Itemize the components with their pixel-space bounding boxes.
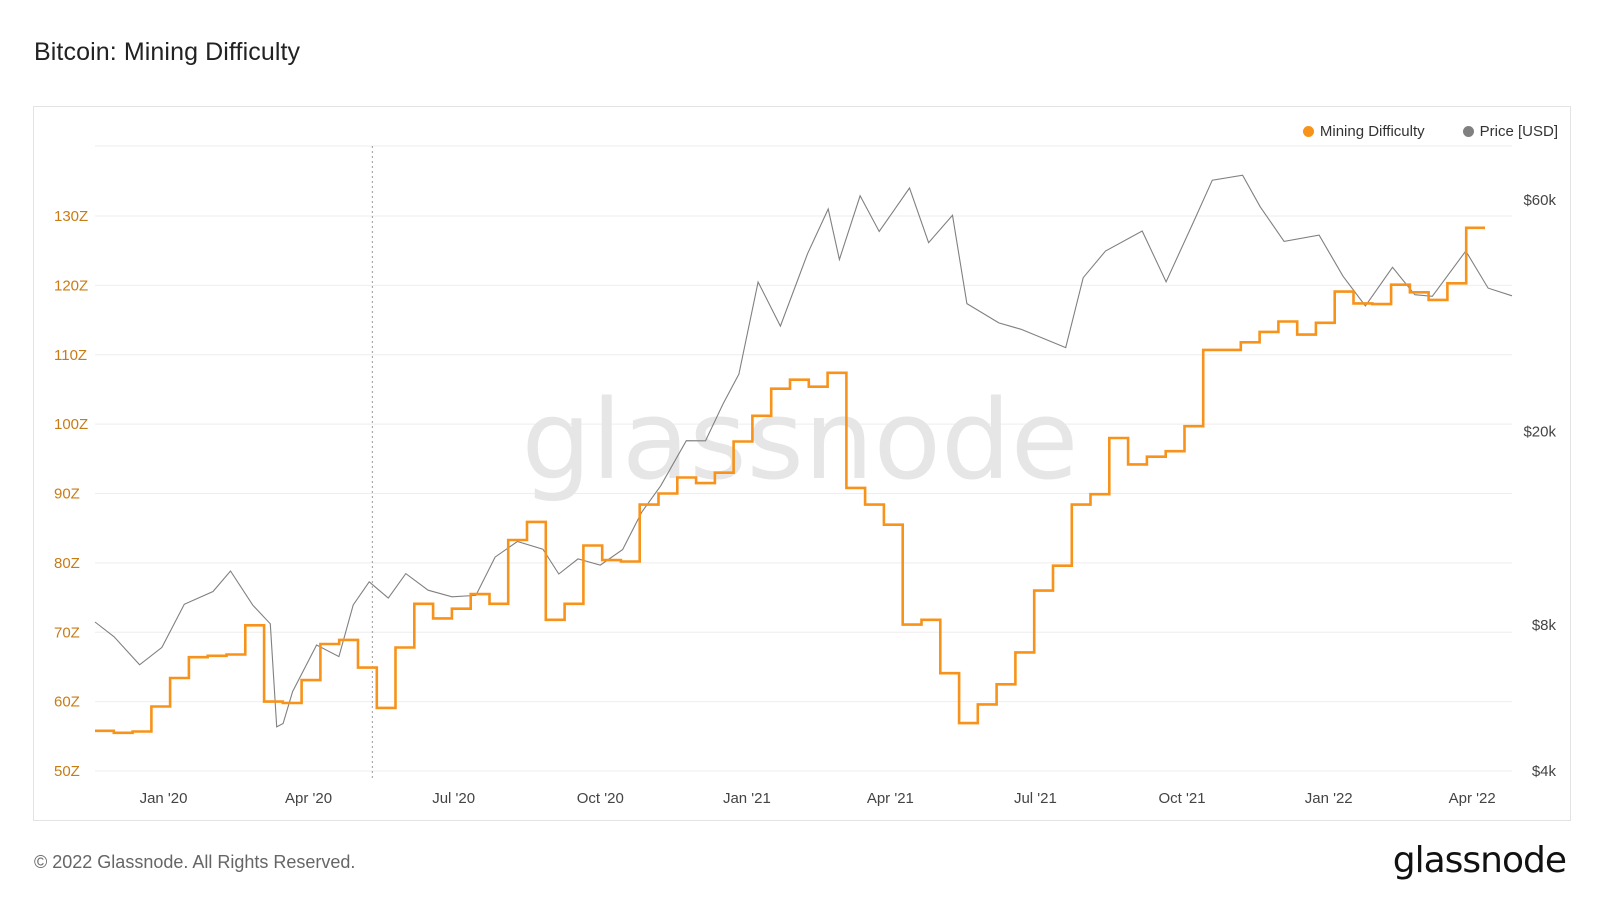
- watermark-text: glassnode: [522, 376, 1079, 504]
- right-axis-tick-label: $60k: [1523, 192, 1556, 209]
- legend-item-price[interactable]: Price [USD]: [1462, 123, 1558, 140]
- x-axis: Jan '20 Apr '20 Jul '20 Oct '20 Jan '21 Apr '…: [140, 790, 1496, 807]
- x-axis-tick-label: Oct '21: [1159, 790, 1206, 807]
- copyright-text: © 2022 Glassnode. All Rights Reserved.: [34, 852, 356, 872]
- left-axis-tick-label: 50Z: [54, 763, 80, 780]
- left-axis-tick-label: 120Z: [54, 277, 88, 294]
- left-axis-tick-label: 100Z: [54, 416, 88, 433]
- right-axis-tick-label: $4k: [1532, 763, 1557, 780]
- right-axis-tick-label: $8k: [1532, 617, 1557, 634]
- legend-item-difficulty[interactable]: Mining Difficulty: [1302, 123, 1425, 140]
- right-axis-tick-label: $20k: [1523, 424, 1556, 441]
- left-axis-tick-label: 110Z: [54, 347, 87, 364]
- chart-legend: Mining Difficulty Price [USD]: [1302, 123, 1558, 140]
- left-axis-tick-label: 80Z: [54, 555, 80, 572]
- x-axis-tick-label: Oct '20: [577, 790, 624, 807]
- left-axis-tick-label: 130Z: [54, 208, 88, 225]
- left-axis: 50Z 60Z 70Z 80Z 90Z 100Z 110Z 120Z 130Z: [54, 208, 88, 780]
- x-axis-tick-label: Jan '20: [140, 790, 188, 807]
- grid-lines: [95, 145, 1512, 772]
- left-axis-tick-label: 60Z: [54, 694, 80, 711]
- x-axis-tick-label: Apr '20: [285, 790, 332, 807]
- x-axis-tick-label: Jul '20: [432, 790, 475, 807]
- glassnode-logo: glassnode: [1392, 840, 1567, 881]
- legend-dot-price: [1462, 126, 1474, 137]
- legend-label-difficulty: Mining Difficulty: [1319, 123, 1425, 140]
- right-axis: $4k $8k $20k $60k: [1523, 192, 1556, 780]
- x-axis-tick-label: Jan '21: [723, 790, 771, 807]
- legend-label-price: Price [USD]: [1479, 123, 1558, 140]
- legend-dot-difficulty: [1302, 126, 1314, 137]
- left-axis-tick-label: 90Z: [54, 486, 80, 503]
- x-axis-tick-label: Jan '22: [1305, 790, 1353, 807]
- left-axis-tick-label: 70Z: [54, 624, 80, 641]
- x-axis-tick-label: Apr '21: [867, 790, 914, 807]
- price-series-line: [94, 174, 1513, 728]
- x-axis-tick-label: Jul '21: [1014, 790, 1057, 807]
- page-title: Bitcoin: Mining Difficulty: [34, 38, 301, 66]
- difficulty-series-line: [95, 226, 1485, 735]
- x-axis-tick-label: Apr '22: [1449, 790, 1496, 807]
